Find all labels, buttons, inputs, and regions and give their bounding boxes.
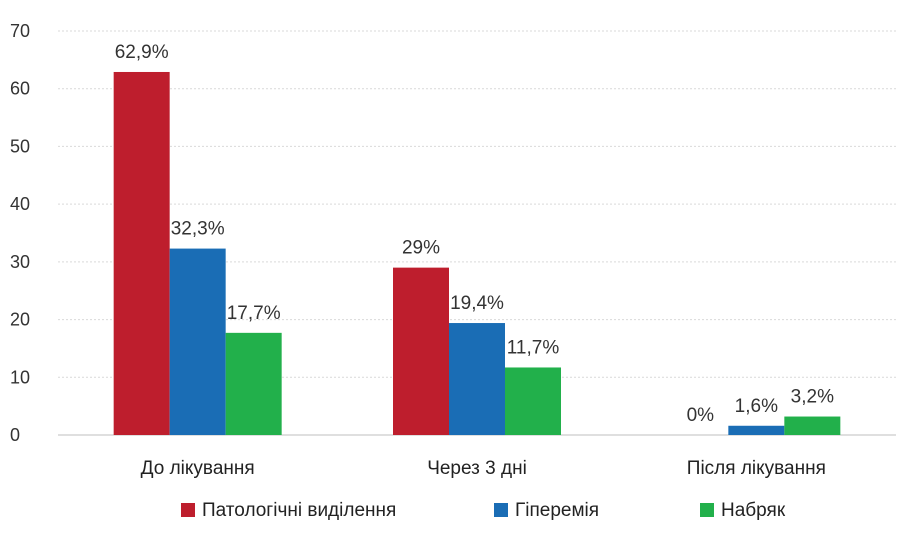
bar [505, 367, 561, 435]
y-tick-label: 10 [10, 367, 30, 387]
bar [393, 267, 449, 435]
data-label: 19,4% [450, 293, 504, 314]
legend-label: Набряк [721, 500, 786, 521]
x-category-label: Через 3 дні [427, 458, 527, 479]
y-tick-label: 0 [10, 425, 20, 445]
legend-label: Гіперемія [515, 500, 599, 521]
bar [728, 425, 785, 435]
y-axis-ticks: 0 10 20 30 40 50 60 70 [10, 21, 30, 445]
data-labels: 62,9% 32,3% 17,7% 29% 19,4% 11,7% 0% 1,6% 3,2% [115, 42, 834, 426]
x-axis-categories: До лікування Через 3 дні Після лікування [141, 458, 826, 479]
bar [225, 332, 282, 435]
bar [113, 71, 170, 435]
y-tick-label: 60 [10, 79, 30, 99]
bar [449, 323, 505, 435]
data-label: 32,3% [171, 219, 225, 240]
legend-swatch [700, 503, 714, 517]
data-label: 62,9% [115, 42, 169, 63]
data-label: 11,7% [507, 337, 560, 358]
bars [113, 71, 841, 435]
y-tick-label: 70 [10, 21, 30, 41]
bar [784, 416, 841, 435]
y-tick-label: 20 [10, 310, 30, 330]
bar [169, 248, 226, 435]
legend-swatch [181, 503, 195, 517]
y-tick-label: 50 [10, 136, 30, 156]
data-label: 1,6% [735, 396, 778, 417]
legend: Патологічні виділення Гіперемія Набряк [181, 500, 786, 521]
legend-label: Патологічні виділення [202, 500, 396, 521]
legend-swatch [494, 503, 508, 517]
x-category-label: До лікування [141, 458, 255, 479]
y-tick-label: 30 [10, 252, 30, 272]
data-label: 3,2% [791, 387, 834, 408]
data-label: 29% [402, 238, 440, 259]
y-tick-label: 40 [10, 194, 30, 214]
data-label: 0% [687, 405, 715, 426]
x-category-label: Після лікування [687, 458, 826, 479]
data-label: 17,7% [227, 303, 281, 324]
